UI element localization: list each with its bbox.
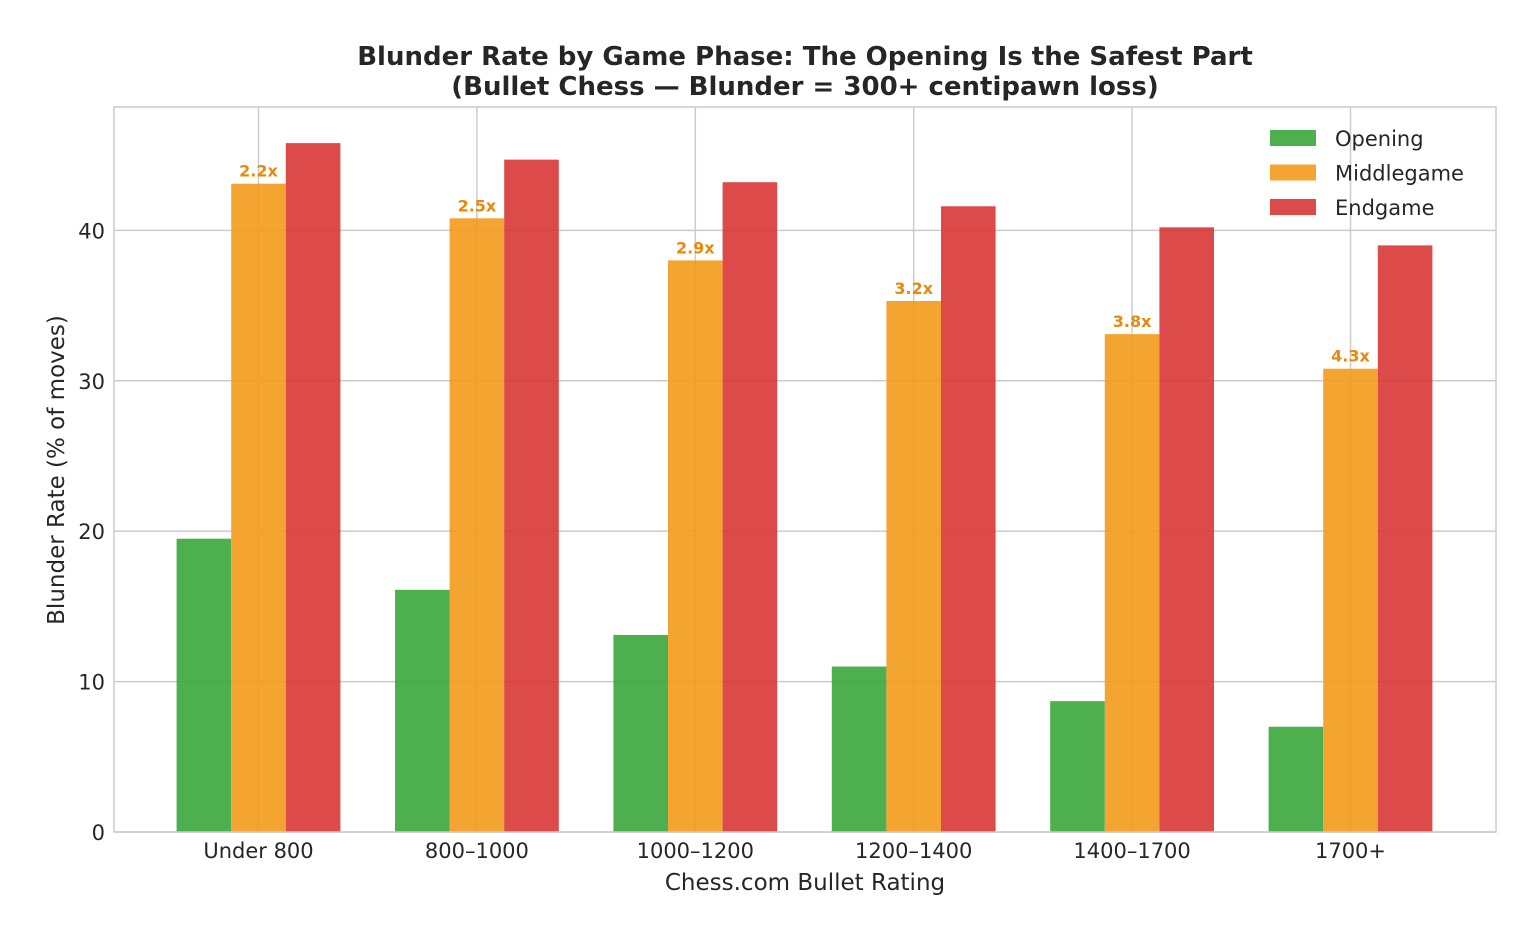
ratio-label: 3.2x [894, 279, 933, 298]
bar-opening-1 [395, 589, 450, 832]
x-tick-label: 1200–1400 [855, 839, 972, 863]
y-axis-label: Blunder Rate (% of moves) [44, 315, 70, 625]
chart-title: Blunder Rate by Game Phase: The Opening … [357, 42, 1253, 72]
y-tick-labels: 0 10 20 30 40 [78, 219, 105, 845]
bar-opening-4 [1050, 701, 1105, 832]
bar-opening-0 [176, 538, 232, 832]
bar-middlegame-4 [1104, 334, 1160, 832]
x-tick-label: 1700+ [1315, 839, 1386, 863]
x-axis-label: Chess.com Bullet Rating [665, 870, 945, 896]
bar-middlegame-0 [231, 183, 286, 833]
bar-endgame-4 [1159, 227, 1214, 832]
legend-swatch-endgame [1270, 199, 1316, 215]
plot-frame [113, 106, 1497, 833]
ratio-annotations: 2.2x 2.5x 2.9x 3.2x 3.8x 4.3x [239, 162, 1370, 366]
bar-middlegame-5 [1323, 368, 1378, 832]
x-tick-labels: Under 800 800–1000 1000–1200 1200–1400 1400–… [203, 839, 1386, 863]
ratio-label: 2.5x [458, 196, 497, 215]
bar-endgame-1 [504, 159, 559, 832]
legend-label-endgame: Endgame [1335, 196, 1434, 220]
bar-opening-2 [613, 634, 668, 832]
bar-middlegame-2 [668, 260, 723, 833]
y-tick-label: 0 [92, 821, 105, 845]
legend-label-middlegame: Middlegame [1335, 162, 1464, 186]
y-tick-label: 10 [78, 671, 105, 695]
legend: Opening Middlegame Endgame [1270, 127, 1464, 220]
bar-opening-3 [831, 666, 887, 832]
bar-endgame-3 [941, 206, 996, 832]
chart-subtitle: (Bullet Chess — Blunder = 300+ centipawn… [451, 72, 1158, 102]
ratio-label: 4.3x [1331, 347, 1370, 366]
legend-label-opening: Opening [1335, 127, 1424, 151]
bar-middlegame-3 [886, 301, 941, 832]
y-tick-label: 40 [78, 219, 105, 243]
ratio-label: 3.8x [1113, 312, 1152, 331]
x-tick-label: 1400–1700 [1073, 839, 1190, 863]
bar-opening-5 [1268, 726, 1324, 832]
x-tick-label: 800–1000 [425, 839, 529, 863]
bar-middlegame-1 [449, 218, 505, 832]
x-tick-label: 1000–1200 [637, 839, 754, 863]
x-tick-label: Under 800 [203, 839, 313, 863]
legend-swatch-opening [1270, 130, 1316, 146]
bar-endgame-0 [285, 143, 341, 832]
legend-swatch-middlegame [1270, 164, 1316, 181]
bar-endgame-2 [722, 182, 778, 833]
y-tick-label: 20 [78, 520, 105, 544]
bars [176, 143, 1433, 833]
ratio-label: 2.9x [676, 238, 715, 257]
bar-endgame-5 [1377, 245, 1433, 833]
ratio-label: 2.2x [239, 162, 278, 181]
y-tick-label: 30 [78, 370, 105, 394]
